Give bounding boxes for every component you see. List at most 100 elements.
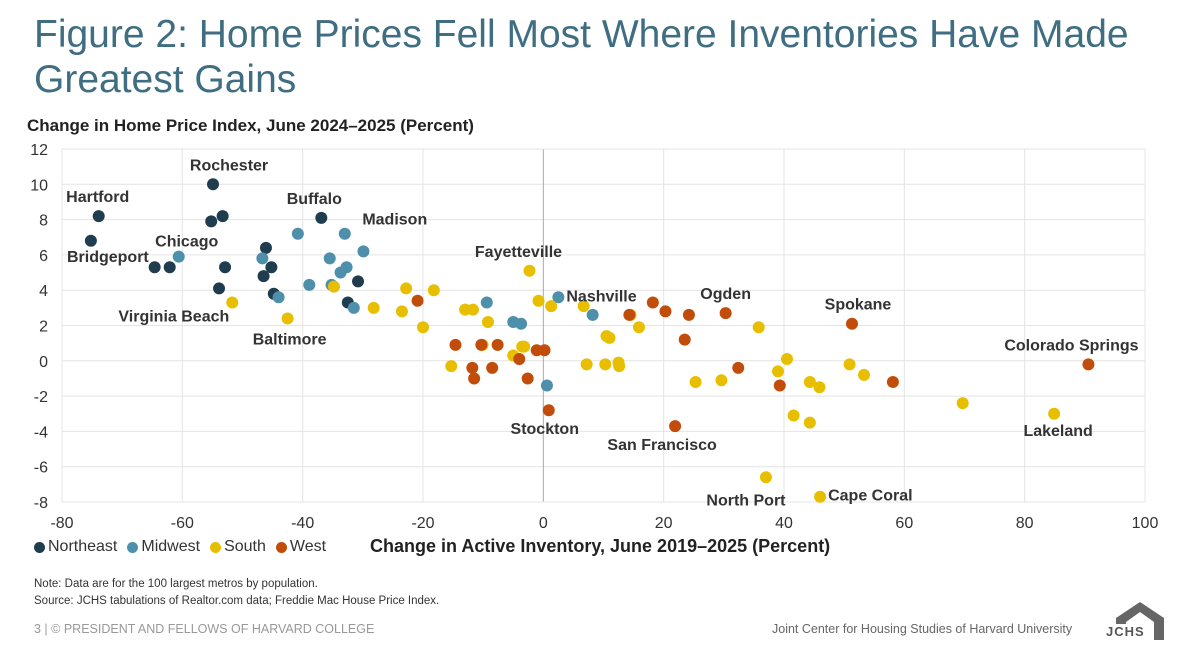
data-point-midwest [586, 308, 599, 321]
annotation-label: Lakeland [1023, 423, 1092, 440]
data-point-west [659, 305, 672, 318]
data-point-south [613, 360, 626, 373]
data-point-northeast [259, 241, 272, 254]
data-point-midwest [291, 227, 304, 240]
data-point-west [678, 333, 691, 346]
data-point-south [771, 365, 784, 378]
data-point-midwest [303, 278, 316, 291]
y-tick-label: 10 [30, 177, 48, 194]
legend-item-midwest: Midwest [127, 538, 200, 556]
y-tick-label: 6 [39, 248, 48, 265]
footer-copyright: 3 | © PRESIDENT AND FELLOWS OF HARVARD C… [34, 622, 375, 636]
annotation-label: Chicago [155, 234, 218, 251]
data-point-south [518, 340, 531, 353]
legend-dot [34, 541, 45, 553]
x-tick-label: -20 [411, 515, 434, 532]
data-point-south [327, 280, 340, 293]
data-point-northeast [352, 275, 365, 288]
data-point-south [715, 374, 728, 387]
data-point-west [845, 317, 858, 330]
data-point-northeast [207, 178, 220, 191]
data-point-west [466, 361, 479, 374]
data-point-south [632, 321, 645, 334]
data-point-south [599, 358, 612, 371]
notes: Note: Data are for the 100 largest metro… [34, 576, 439, 610]
data-point-south [956, 397, 969, 410]
x-tick-label: 0 [539, 515, 548, 532]
data-point-south [481, 315, 494, 328]
data-point-south [759, 471, 772, 484]
data-point-west [773, 379, 786, 392]
annotation-label: Stockton [511, 421, 579, 438]
legend: Northeast Midwest South West [34, 538, 326, 556]
data-point-south [427, 284, 440, 297]
data-point-midwest [515, 317, 528, 330]
annotation-label: Buffalo [287, 191, 342, 208]
data-point-northeast [216, 210, 229, 223]
data-point-midwest [480, 296, 493, 309]
data-point-south [858, 368, 871, 381]
chart-title: Figure 2: Home Prices Fell Most Where In… [34, 13, 1129, 101]
source-text: Source: JCHS tabulations of Realtor.com … [34, 595, 440, 607]
data-point-midwest [323, 252, 336, 265]
data-point-west [449, 338, 462, 351]
data-point-west [538, 344, 551, 357]
legend-dot [275, 541, 287, 553]
data-point-northeast [84, 234, 97, 247]
legend-label: South [224, 538, 266, 555]
x-tick-label: 40 [775, 515, 793, 532]
data-point-midwest [340, 261, 353, 274]
data-point-midwest [172, 250, 185, 263]
legend-item-northeast: Northeast [34, 538, 117, 556]
x-tick-label: 100 [1132, 515, 1159, 532]
annotation-label: Rochester [190, 157, 268, 174]
x-axis-title: Change in Active Inventory, June 2019–20… [370, 536, 831, 556]
house-icon [1116, 602, 1164, 640]
data-point-south [580, 358, 593, 371]
data-point-midwest [552, 291, 565, 304]
data-point-south [532, 294, 545, 307]
data-point-south [1048, 407, 1061, 420]
y-tick-label: -2 [34, 389, 48, 406]
data-point-south [281, 312, 294, 325]
legend-label: Northeast [48, 538, 118, 555]
annotation-label: Spokane [825, 297, 892, 314]
data-point-west [491, 338, 504, 351]
data-point-south [523, 264, 536, 277]
data-point-northeast [315, 211, 328, 224]
data-point-west [1082, 358, 1095, 371]
data-point-south [226, 296, 239, 309]
note-text: Note: Data are for the 100 largest metro… [34, 578, 318, 590]
data-point-west [886, 375, 899, 388]
annotation-label: Cape Coral [828, 488, 912, 505]
data-point-northeast [265, 261, 278, 274]
x-tick-label: -40 [291, 515, 314, 532]
data-point-south [466, 303, 479, 316]
data-point-south [689, 375, 702, 388]
data-point-northeast [213, 282, 226, 295]
annotation-label: Bridgeport [67, 249, 149, 266]
annotation-label: Virginia Beach [118, 309, 229, 326]
data-point-south [545, 300, 558, 313]
data-point-west [682, 308, 695, 321]
legend-label: West [289, 538, 327, 555]
footer-organization: Joint Center for Housing Studies of Harv… [772, 622, 1073, 636]
annotation-label: Ogden [700, 286, 751, 303]
data-point-west [475, 338, 488, 351]
y-axis-title: Change in Home Price Index, June 2024–20… [27, 116, 474, 135]
data-point-west [646, 296, 659, 309]
data-point-northeast [163, 261, 176, 274]
data-point-south [367, 301, 380, 314]
data-point-west [411, 294, 424, 307]
y-tick-label: 12 [30, 142, 48, 159]
data-point-south [400, 282, 413, 295]
data-point-south [577, 300, 590, 313]
x-tick-label: -80 [50, 515, 73, 532]
data-point-west [732, 361, 745, 374]
x-tick-label: 80 [1016, 515, 1034, 532]
data-point-south [752, 321, 765, 334]
data-point-west [521, 372, 534, 385]
data-point-west [669, 420, 682, 433]
data-point-south [787, 409, 800, 422]
data-point-south [803, 416, 816, 429]
